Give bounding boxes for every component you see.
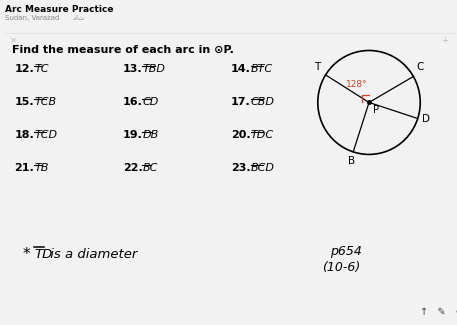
- Text: CD: CD: [143, 98, 159, 108]
- Text: ↑   ✎   •••: ↑ ✎ •••: [420, 307, 457, 317]
- Text: 18.: 18.: [15, 130, 34, 140]
- Text: 22.: 22.: [123, 163, 143, 174]
- Text: ×: ×: [10, 36, 16, 46]
- Text: is a diameter: is a diameter: [46, 248, 138, 261]
- Text: P: P: [373, 105, 379, 115]
- Text: 20.: 20.: [231, 130, 251, 140]
- Text: TBD: TBD: [143, 64, 165, 74]
- Text: B: B: [348, 156, 355, 166]
- Text: 128°: 128°: [346, 80, 368, 89]
- Text: TCD: TCD: [34, 130, 57, 140]
- Text: TDC: TDC: [251, 130, 274, 140]
- Text: DB: DB: [143, 130, 159, 140]
- Text: TB: TB: [34, 163, 48, 174]
- Text: (10-6): (10-6): [322, 261, 360, 274]
- Text: BTC: BTC: [251, 64, 273, 74]
- Text: TD: TD: [34, 248, 53, 261]
- Text: 21.: 21.: [15, 163, 34, 174]
- Text: 23.: 23.: [231, 163, 251, 174]
- Text: p654: p654: [329, 245, 361, 258]
- Text: 13.: 13.: [123, 64, 143, 74]
- Text: 15.: 15.: [15, 98, 34, 108]
- Text: 14.: 14.: [231, 64, 251, 74]
- Text: T: T: [314, 62, 321, 72]
- Text: *: *: [22, 247, 30, 262]
- Text: C: C: [416, 62, 424, 72]
- Text: 17.: 17.: [231, 98, 251, 108]
- Text: 16.: 16.: [123, 98, 143, 108]
- Text: Find the measure of each arc in ⊙P.: Find the measure of each arc in ⊙P.: [12, 45, 234, 55]
- Text: Arc Measure Practice: Arc Measure Practice: [5, 5, 114, 14]
- Text: Sudan, Varazad      دات: Sudan, Varazad دات: [5, 15, 85, 20]
- Text: 19.: 19.: [123, 130, 143, 140]
- Text: 12.: 12.: [15, 64, 34, 74]
- Text: BC: BC: [143, 163, 158, 174]
- Text: TCB: TCB: [34, 98, 56, 108]
- Text: D: D: [422, 113, 430, 124]
- Text: TC: TC: [34, 64, 48, 74]
- Text: BCD: BCD: [251, 163, 275, 174]
- Text: CBD: CBD: [251, 98, 275, 108]
- Text: +: +: [441, 36, 448, 46]
